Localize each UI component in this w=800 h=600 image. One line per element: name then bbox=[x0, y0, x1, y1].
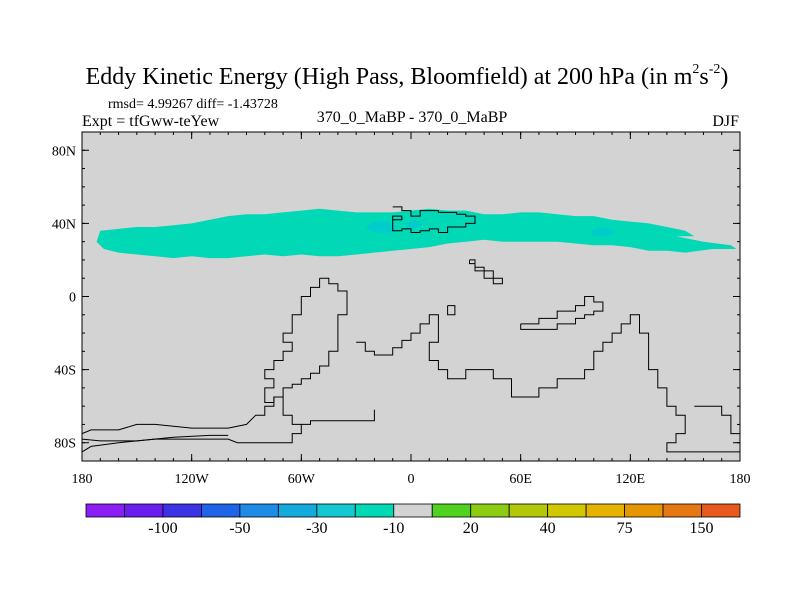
contour-band-minus10 bbox=[96, 208, 737, 259]
x-tick-label: 120E bbox=[616, 472, 646, 487]
coast-mediterranean bbox=[392, 206, 476, 233]
coast-southern-4 bbox=[301, 409, 375, 425]
y-tick-label: 40S bbox=[54, 364, 76, 379]
season-label: DJF bbox=[712, 113, 739, 130]
x-tick-label: 180 bbox=[730, 472, 751, 487]
expt-label: Expt = tfGww-teYew bbox=[82, 113, 220, 130]
chart-title: Eddy Kinetic Energy (High Pass, Bloomfie… bbox=[86, 62, 729, 90]
colorbar-box bbox=[431, 503, 472, 518]
x-tick-label: 120W bbox=[175, 472, 210, 487]
x-axis: 180 120W 60W 0 60E 120E 180 bbox=[72, 132, 751, 487]
colorbar-box bbox=[316, 503, 356, 518]
y-tick-label: 0 bbox=[69, 291, 76, 306]
y-tick-label: 40N bbox=[52, 217, 76, 232]
coast-southern-2 bbox=[81, 434, 229, 442]
x-tick-label: 180 bbox=[72, 472, 93, 487]
contour-patch-minus30-a bbox=[365, 221, 397, 233]
map-background bbox=[82, 132, 740, 461]
contour-patch-minus30-b bbox=[590, 227, 616, 237]
colorbar-label: -50 bbox=[229, 520, 250, 537]
map-area bbox=[81, 131, 741, 462]
title-close: ) bbox=[720, 64, 728, 90]
comparison-label: 370_0_MaBP - 370_0_MaBP bbox=[317, 109, 508, 126]
colorbar-box bbox=[585, 503, 625, 518]
title-exp1: 2 bbox=[692, 62, 699, 77]
stats-label: rmsd= 4.99267 diff= -1.43728 bbox=[108, 97, 278, 112]
coast-mideast bbox=[469, 259, 503, 285]
coast-southern-3 bbox=[694, 405, 740, 435]
contour-patch-minus30-c bbox=[405, 219, 424, 229]
colorbar-label: -100 bbox=[148, 520, 177, 537]
x-tick-label: 60W bbox=[288, 472, 316, 487]
colorbar-box bbox=[124, 503, 164, 518]
title-unit-s: s bbox=[699, 64, 708, 90]
colorbar-label: -30 bbox=[306, 520, 327, 537]
colorbar-box bbox=[624, 503, 664, 518]
y-tick-label: 80S bbox=[54, 437, 76, 452]
coast-antarctica bbox=[81, 396, 302, 453]
colorbar-box bbox=[470, 503, 510, 518]
colorbar-label: 75 bbox=[617, 520, 633, 537]
colorbar-label: 40 bbox=[540, 520, 556, 537]
title-main: Eddy Kinetic Energy (High Pass, Bloomfie… bbox=[86, 64, 693, 90]
island-small bbox=[447, 305, 456, 316]
colorbar: -100 -50 -30 -10 20 40 75 150 bbox=[85, 503, 741, 537]
colorbar-box bbox=[393, 503, 433, 518]
colorbar-box bbox=[85, 503, 125, 518]
colorbar-label: 20 bbox=[463, 520, 479, 537]
colorbar-box bbox=[354, 503, 395, 518]
colorbar-box bbox=[547, 503, 587, 518]
y-axis: 80N 40N 0 40S 80S bbox=[52, 144, 740, 452]
colorbar-label: -10 bbox=[383, 520, 404, 537]
colorbar-box bbox=[201, 503, 241, 518]
colorbar-box bbox=[662, 503, 702, 518]
colorbar-box bbox=[162, 503, 202, 518]
colorbar-box bbox=[508, 503, 549, 518]
colorbar-box bbox=[239, 503, 279, 518]
x-tick-label: 0 bbox=[408, 472, 415, 487]
title-exp2: -2 bbox=[709, 62, 721, 77]
colorbar-label: 150 bbox=[690, 520, 714, 537]
coast-india bbox=[520, 296, 604, 330]
colorbar-box bbox=[701, 503, 741, 518]
colorbar-box bbox=[277, 503, 318, 518]
coast-africa bbox=[356, 314, 740, 453]
y-tick-label: 80N bbox=[52, 144, 76, 159]
x-tick-label: 60E bbox=[509, 472, 532, 487]
